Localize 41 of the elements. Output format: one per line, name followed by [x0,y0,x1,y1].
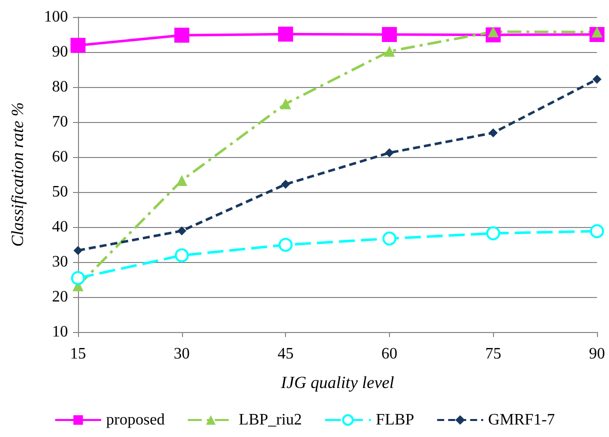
point [590,224,604,238]
y-tick-label: 70 [52,114,68,130]
x-tick-label: 15 [70,346,86,362]
x-tick-label: 45 [278,346,294,362]
point [71,271,85,286]
legend-label: FLBP [376,412,414,428]
legend-label: proposed [106,412,165,428]
y-tick-label: 40 [52,218,68,236]
y-tick-label: 80 [52,78,68,96]
point [278,238,293,252]
x-tick-label: 60 [381,346,398,362]
point [74,246,82,255]
x-tick-label: 75 [485,346,502,362]
point [281,180,290,189]
x-tick-label: 30 [174,346,190,362]
x-axis-title: IJG quality level [280,373,394,392]
y-tick-label: 30 [52,254,68,270]
y-tick-label: 90 [52,44,68,60]
y-axis-title: Classification rate % [8,102,27,247]
legend-label: GMRF1-7 [488,412,555,428]
y-tick-label: 20 [52,288,68,306]
point [382,27,397,42]
point [488,128,498,138]
y-tick-label: 100 [44,8,68,26]
point [174,248,189,262]
y-tick-label: 60 [52,148,68,166]
x-tick-label: 90 [589,346,605,362]
point [280,98,292,110]
point [382,232,396,246]
point [176,174,188,186]
point [177,226,186,236]
point [384,46,395,57]
point [592,74,602,84]
legend-label: LBP_riu2 [238,412,302,428]
point [278,26,294,42]
y-tick-label: 10 [52,324,68,340]
point [486,226,500,240]
y-tick-label: 50 [52,184,68,200]
point [70,38,86,53]
point [384,148,394,158]
point [174,28,190,43]
